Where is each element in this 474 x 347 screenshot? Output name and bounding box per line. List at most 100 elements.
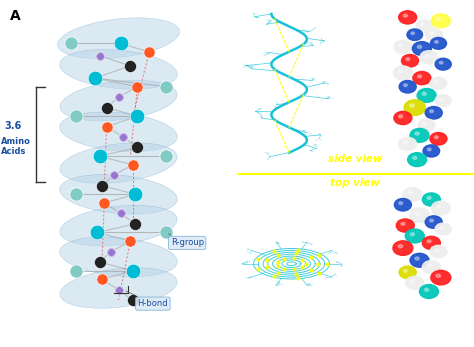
- Circle shape: [404, 84, 407, 86]
- Point: [323, 261, 331, 266]
- Circle shape: [430, 245, 447, 258]
- Circle shape: [415, 257, 419, 260]
- Point: [299, 265, 306, 270]
- Text: R-group: R-group: [168, 234, 204, 247]
- Circle shape: [423, 122, 426, 125]
- Circle shape: [431, 270, 451, 285]
- Ellipse shape: [58, 18, 179, 59]
- Circle shape: [405, 229, 424, 243]
- Circle shape: [435, 58, 451, 70]
- Point: [96, 53, 103, 58]
- Point: [274, 270, 282, 276]
- Point: [98, 277, 106, 282]
- Circle shape: [419, 285, 438, 298]
- Point: [93, 230, 101, 235]
- Point: [292, 251, 300, 256]
- Point: [146, 49, 153, 55]
- Circle shape: [403, 141, 407, 144]
- Point: [72, 268, 80, 273]
- Circle shape: [394, 111, 412, 125]
- Point: [67, 41, 75, 46]
- Circle shape: [430, 37, 447, 49]
- Point: [134, 84, 141, 90]
- Circle shape: [427, 264, 431, 267]
- Point: [108, 249, 115, 254]
- Point: [281, 266, 288, 271]
- Circle shape: [431, 14, 450, 28]
- Circle shape: [425, 288, 428, 291]
- Point: [117, 41, 125, 46]
- Circle shape: [423, 145, 440, 157]
- Ellipse shape: [60, 237, 177, 277]
- Point: [263, 264, 271, 270]
- Circle shape: [408, 153, 427, 167]
- Circle shape: [420, 23, 424, 26]
- Circle shape: [427, 240, 431, 243]
- Circle shape: [410, 104, 414, 107]
- Point: [96, 53, 103, 58]
- Circle shape: [418, 45, 421, 48]
- Text: H-bond: H-bond: [126, 291, 168, 308]
- Text: A: A: [9, 9, 20, 23]
- Ellipse shape: [60, 175, 177, 214]
- Point: [270, 273, 278, 279]
- Point: [117, 211, 125, 216]
- Circle shape: [406, 276, 424, 289]
- Circle shape: [435, 95, 451, 107]
- Circle shape: [418, 75, 421, 78]
- Circle shape: [399, 137, 417, 151]
- Circle shape: [417, 88, 436, 102]
- Circle shape: [411, 32, 415, 35]
- Circle shape: [394, 40, 412, 53]
- Point: [100, 200, 108, 206]
- Point: [131, 221, 139, 227]
- Point: [134, 145, 141, 150]
- Point: [290, 266, 298, 272]
- Point: [299, 257, 306, 263]
- Circle shape: [401, 222, 405, 225]
- Circle shape: [399, 11, 417, 24]
- Circle shape: [413, 71, 431, 85]
- Point: [302, 261, 310, 266]
- Point: [162, 84, 170, 90]
- Circle shape: [403, 14, 407, 17]
- Point: [131, 192, 139, 197]
- Text: C: C: [244, 182, 255, 196]
- Circle shape: [404, 270, 407, 272]
- Point: [294, 275, 301, 281]
- Circle shape: [399, 44, 402, 46]
- Point: [292, 271, 300, 277]
- Point: [294, 247, 301, 252]
- Circle shape: [407, 29, 423, 41]
- Point: [314, 261, 321, 266]
- Point: [115, 94, 122, 100]
- Point: [110, 172, 118, 178]
- Point: [91, 75, 99, 81]
- Point: [127, 63, 134, 69]
- Circle shape: [399, 202, 402, 204]
- Ellipse shape: [60, 50, 177, 89]
- Circle shape: [437, 18, 440, 20]
- Circle shape: [430, 32, 433, 34]
- Circle shape: [406, 58, 410, 60]
- Text: B: B: [244, 7, 255, 21]
- Point: [129, 268, 137, 273]
- Point: [119, 134, 127, 140]
- Text: side view: side view: [328, 154, 383, 164]
- Point: [129, 297, 137, 303]
- Circle shape: [439, 61, 443, 64]
- Circle shape: [410, 128, 429, 142]
- Circle shape: [410, 233, 414, 236]
- Circle shape: [435, 136, 438, 138]
- Circle shape: [436, 274, 440, 277]
- Circle shape: [439, 98, 443, 100]
- Point: [270, 248, 278, 254]
- Circle shape: [415, 132, 419, 135]
- Point: [115, 287, 122, 293]
- Circle shape: [430, 77, 447, 89]
- Point: [315, 252, 322, 257]
- Point: [275, 252, 283, 257]
- Circle shape: [412, 42, 431, 56]
- Point: [115, 287, 122, 293]
- Point: [103, 124, 110, 129]
